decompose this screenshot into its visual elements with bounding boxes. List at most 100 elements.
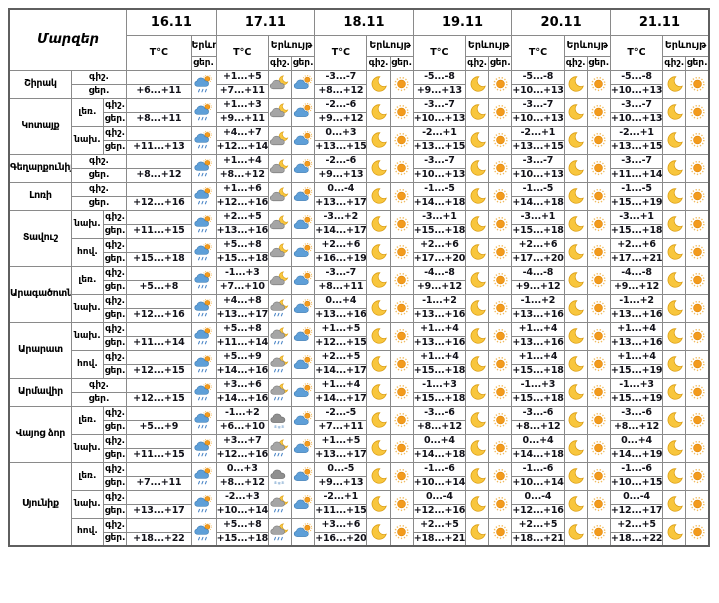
night-weather-icon-cell: [366, 265, 391, 295]
night-weather-icon-cell: [662, 265, 687, 295]
moon-icon: [667, 272, 683, 288]
day-weather-icon-cell: [685, 349, 710, 379]
day-temp-cell: +12...+16: [215, 447, 269, 463]
night-temp-cell: [126, 265, 192, 281]
sun-icon: [493, 468, 508, 484]
day-weather-icon-cell: [586, 517, 611, 547]
cloud-snow-icon: [270, 469, 286, 485]
night-weather-icon-cell: [465, 405, 490, 435]
day-temp-cell: +13...+15: [412, 139, 467, 155]
night-temp-cell: -1...-6: [511, 461, 565, 477]
region-name: Կոտայք: [8, 97, 72, 155]
moon-icon: [470, 216, 486, 232]
sun-cloud-icon: [293, 103, 312, 117]
night-temp-cell: -1...-5: [412, 181, 467, 197]
day-weather-icon-cell: [586, 237, 611, 267]
sun-icon: [690, 300, 705, 316]
moon-icon: [667, 384, 683, 400]
day-weather-icon-cell: [291, 377, 316, 407]
night-row-label: գիշ.: [102, 125, 128, 141]
night-weather-icon-cell: [366, 293, 391, 323]
night-temp-cell: [126, 433, 192, 449]
day-row-label: ցեր.: [70, 167, 128, 183]
day-temp-cell: +10...+13: [412, 167, 467, 183]
day-weather-icon-cell: [190, 265, 217, 295]
night-temp-cell: [126, 517, 192, 533]
moon-icon: [470, 160, 486, 176]
day-weather-icon-cell: [389, 97, 414, 127]
moon-icon: [470, 104, 486, 120]
night-temp-cell: 0...-4: [511, 489, 565, 505]
night-temp-cell: +5...+8: [215, 237, 269, 253]
night-temp-cell: -1...+3: [215, 265, 269, 281]
day-temp-cell: +18...+21: [412, 531, 467, 547]
moon-icon: [371, 524, 387, 540]
sun-icon: [591, 384, 606, 400]
day-weather-icon-cell: [488, 461, 513, 491]
day-temp-cell: +9...+12: [314, 111, 368, 127]
day-weather-icon-cell: [291, 209, 316, 239]
night-row-label: գիշ.: [102, 461, 128, 477]
night-weather-icon-cell: [662, 125, 687, 155]
day-temp-cell: +14...+18: [511, 447, 565, 463]
night-temp-cell: +1...+6: [215, 181, 269, 197]
sun-icon: [493, 412, 508, 428]
night-weather-icon-cell: [366, 433, 391, 463]
day-temp-cell: +9...+13: [314, 475, 368, 491]
night-weather-icon-cell: [563, 153, 588, 183]
sun-icon: [591, 328, 606, 344]
day-weather-icon-cell: [190, 517, 217, 547]
zone-label: լեռ.: [70, 97, 105, 127]
moon-icon: [667, 412, 683, 428]
night-weather-icon-cell: [267, 265, 293, 295]
night-temp-cell: -3...-7: [609, 153, 664, 169]
day-temp-cell: +14...+19: [609, 447, 664, 463]
sun-icon: [591, 524, 606, 539]
day-weather-icon-cell: [488, 97, 513, 127]
day-temp-cell: +8...+12: [511, 419, 565, 435]
night-weather-icon-cell: [366, 517, 391, 547]
day-temp-cell: +15...+19: [609, 391, 664, 407]
night-weather-icon-cell: [267, 69, 293, 99]
day-row-label: ցեր.: [102, 251, 128, 267]
night-row-label: գիշ.: [102, 321, 128, 337]
sun-cloud-icon: [293, 215, 312, 229]
night-temp-cell: +2...+5: [314, 349, 368, 365]
night-temp-cell: +1...+4: [609, 349, 664, 365]
temp-header: T°C: [511, 34, 565, 71]
night-temp-cell: [126, 293, 192, 309]
night-weather-icon-cell: [465, 69, 490, 99]
night-weather-icon-cell: [366, 237, 391, 267]
temp-header: T°C: [215, 34, 269, 71]
day-weather-icon-cell: [389, 293, 414, 323]
forecast-row-day: ցեր. +8...+12 +8...+12 +9...+13 +10...+13 +10…: [9, 167, 709, 183]
night-temp-cell: -1...+3: [412, 377, 467, 393]
sun-cloud-icon: [293, 75, 312, 89]
night-temp-cell: 0...+3: [215, 461, 269, 477]
sun-icon: [591, 468, 606, 484]
day-temp-cell: +15...+18: [215, 531, 269, 547]
night-weather-icon-cell: [662, 153, 687, 183]
night-row-label: գիշ.: [70, 377, 128, 393]
day-weather-icon-cell: [291, 265, 316, 295]
moon-icon: [371, 216, 387, 232]
night-weather-icon-cell: [662, 349, 687, 379]
day-temp-cell: +14...+16: [215, 363, 269, 379]
moon-icon: [568, 132, 584, 148]
night-temp-cell: -3...+1: [511, 209, 565, 225]
day-weather-icon-cell: [291, 517, 316, 547]
day-temp-cell: +13...+16: [511, 335, 565, 351]
moon-icon: [667, 468, 683, 484]
day-weather-icon-cell: [190, 153, 217, 183]
night-temp-cell: -4...-8: [412, 265, 467, 281]
forecast-row-day: ցեր. +13...+17 +10...+14 +11...+15 +12...+16…: [9, 503, 709, 519]
night-subheader: գիշ.: [366, 55, 391, 71]
day-weather-icon-cell: [488, 69, 513, 99]
day-weather-icon-cell: [488, 209, 513, 239]
day-weather-icon-cell: [586, 461, 611, 491]
night-temp-cell: 0...-5: [314, 461, 368, 477]
night-weather-icon-cell: [563, 489, 588, 519]
night-weather-icon-cell: [662, 97, 687, 127]
day-weather-icon-cell: [488, 349, 513, 379]
night-weather-icon-cell: [366, 125, 391, 155]
